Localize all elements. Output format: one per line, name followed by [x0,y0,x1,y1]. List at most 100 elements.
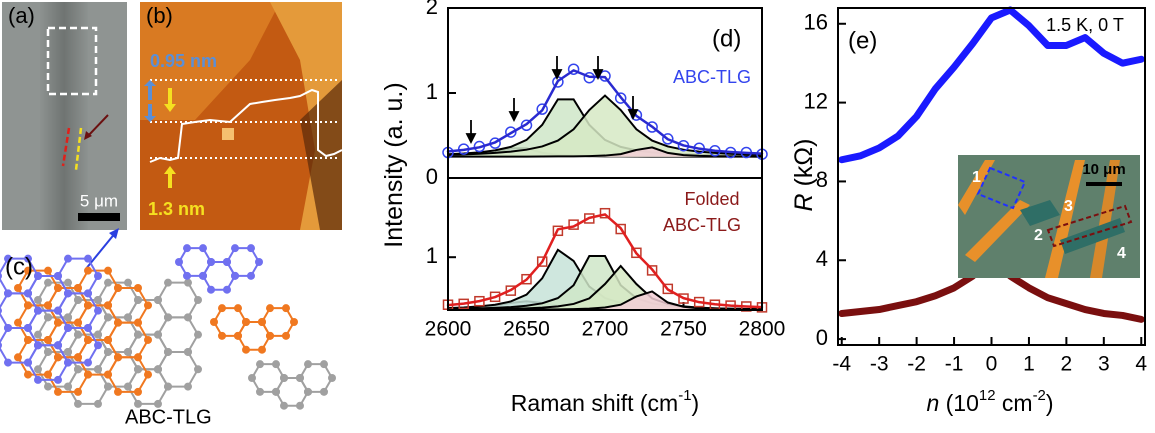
lattice-atom [94,341,102,350]
lattice-atom [54,284,62,292]
lattice-atom [290,318,298,326]
lattice-atom [74,353,82,362]
lattice-atom [64,323,72,332]
lattice-atom [124,278,132,287]
contact-label: 1 [972,169,981,186]
lattice-atom [4,323,12,332]
lattice-atom [24,266,32,275]
lattice-atom [44,266,52,275]
panel-label: (c) [5,253,33,280]
lattice-atom [164,313,172,322]
lattice-atom [210,318,218,326]
lattice-atom [34,375,42,384]
lattice-atom [34,330,42,339]
data-point [536,103,548,115]
lattice-atom [84,254,92,263]
lattice-bond [298,363,334,393]
lattice-atom [44,278,52,287]
lattice-atom [134,318,142,327]
lattice-atom [183,271,191,280]
lattice-atom [104,347,112,356]
lattice-atom [164,382,172,391]
x-tick-label: -1 [945,353,964,376]
x-tick-label: 2750 [660,318,707,341]
lattice-atom [54,318,62,327]
electrode [1045,160,1085,278]
lattice-atom [114,318,122,327]
height-profile [149,88,343,163]
data-point [615,223,626,235]
lattice-atom [223,285,231,294]
lattice-atom [104,278,112,287]
lattice-atom [4,254,12,263]
lattice-atom [282,331,290,340]
region-box [1046,204,1133,248]
lattice-atom [247,244,255,253]
arrow-head [144,116,156,122]
arrow-head [164,166,176,174]
lattice-atom [256,387,264,396]
lattice-atom [328,374,336,382]
lattice-atom [256,360,264,369]
x-tick-label: 2650 [503,318,550,341]
axis-label: n (1012 cm-2) [926,387,1053,416]
axis-label-part: (kΩ) [790,139,818,194]
lattice-atom [34,306,42,315]
lattice-atom [64,347,72,356]
axis-label-part: Intensity (a. u.) [380,82,408,247]
lattice-bond [225,247,261,277]
lattice-atom [104,266,112,275]
lattice-atom [54,341,62,350]
lattice-atom [64,358,72,367]
x-tick-label: 2700 [582,318,629,341]
axis-label-part: -2 [1033,387,1046,404]
lattice-atom [74,318,82,327]
lattice-atom [54,375,62,384]
lattice-atom [154,399,162,408]
device-inset: 10 μm 1 2 3 4 [958,155,1140,278]
axis-label-part: -1 [678,387,691,404]
lattice-atom [0,272,2,280]
lattice-atom [124,313,132,322]
lattice-atom [175,258,183,266]
lattice-atom [24,335,32,344]
data-point [646,121,658,133]
data-point [631,247,642,259]
lattice-atom [234,331,242,340]
data-point [520,119,533,132]
arrow-head [551,69,563,81]
lattice-atom [194,330,202,339]
lattice-atom [74,330,82,339]
lattice-atom [266,304,274,313]
lattice-atom [272,360,280,369]
arrow-head [592,69,604,81]
axis-label: Intensity (a. u.) [380,82,408,247]
y-tick-label: 0 [426,164,438,189]
axis-label-part: cm [996,390,1033,416]
lattice-atom [184,382,192,391]
x-tick-label: 4 [1135,353,1147,376]
lattice-atom [84,301,92,310]
lattice-atom [4,358,12,367]
particle [222,128,234,140]
lattice-atom [84,289,92,298]
data-point [614,92,627,104]
lattice-atom [218,304,226,313]
axis-label-part: R [790,193,818,211]
lattice-atom [34,365,42,374]
axis-label: R (kΩ) [790,139,818,212]
component-area [448,266,762,310]
lattice-atom [255,258,263,266]
lattice-atom [94,306,102,315]
lattice-atom [84,266,92,275]
peak-arrows [465,56,639,145]
lattice-atom [184,347,192,356]
lattice-atom [124,382,132,391]
arrow-head [508,111,520,123]
lattice-atom [134,284,142,292]
contact-label: 3 [1064,198,1073,215]
lattice-atom [242,345,250,354]
lattice-atom [0,341,2,349]
lattice-atom [248,374,256,382]
